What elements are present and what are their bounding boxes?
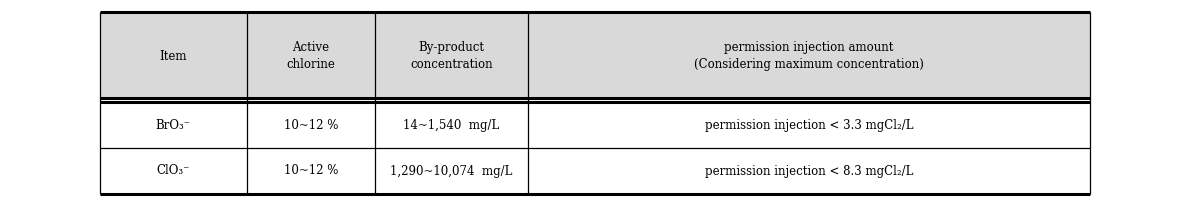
Text: By-product
concentration: By-product concentration (411, 41, 493, 71)
Text: 10~12 %: 10~12 % (283, 119, 338, 132)
Text: 10~12 %: 10~12 % (283, 164, 338, 177)
Text: Item: Item (159, 50, 187, 62)
Text: BrO₃⁻: BrO₃⁻ (156, 119, 190, 132)
Text: permission injection < 3.3 mgCl₂/L: permission injection < 3.3 mgCl₂/L (704, 119, 913, 132)
Bar (100, 12, 1090, 100)
Text: permission injection amount
(Considering maximum concentration): permission injection amount (Considering… (694, 41, 923, 71)
Text: 14~1,540  mg/L: 14~1,540 mg/L (403, 119, 500, 132)
Text: permission injection < 8.3 mgCl₂/L: permission injection < 8.3 mgCl₂/L (704, 164, 913, 177)
Text: 1,290~10,074  mg/L: 1,290~10,074 mg/L (390, 164, 513, 177)
Text: Active
chlorine: Active chlorine (287, 41, 336, 71)
Text: ClO₃⁻: ClO₃⁻ (157, 164, 190, 177)
